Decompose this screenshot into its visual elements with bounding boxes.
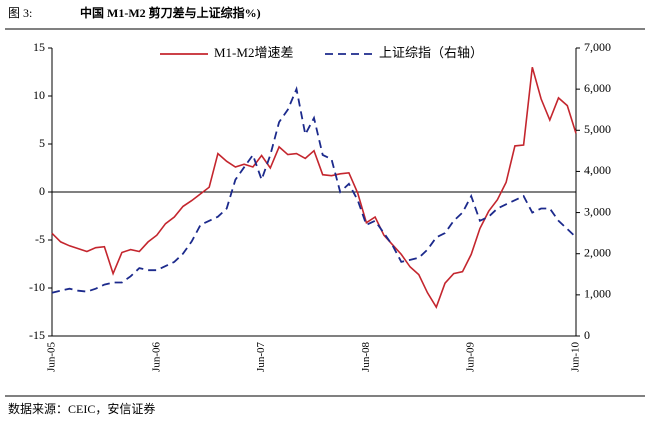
x-tick-label: Jun-10 [570, 342, 582, 372]
y-tick-label: -5 [35, 232, 45, 246]
y-tick-label: 5 [39, 136, 45, 150]
y-tick-label: -15 [29, 328, 45, 342]
y2-tick-label: 5,000 [584, 122, 611, 136]
figure-label: 图 3: [8, 6, 32, 20]
source: 数据来源：CEIC，安信证券 [8, 401, 155, 416]
y-tick-label: 0 [39, 184, 45, 198]
y-tick-label: -10 [29, 280, 45, 294]
x-tick-label: Jun-09 [465, 342, 477, 372]
legend-label: M1-M2增速差 [214, 45, 293, 60]
y2-tick-label: 2,000 [584, 245, 611, 259]
y-tick-label: 10 [33, 88, 45, 102]
chart-title: 中国 M1-M2 剪刀差与上证综指%) [80, 5, 261, 20]
x-tick-label: Jun-05 [46, 342, 58, 372]
x-tick-label: Jun-07 [255, 342, 267, 372]
legend-label: 上证综指（右轴） [379, 45, 483, 60]
series-line [51, 66, 577, 310]
y2-tick-label: 6,000 [584, 81, 611, 95]
series-line [51, 86, 577, 294]
y2-tick-label: 3,000 [584, 204, 611, 218]
y-tick-label: 15 [33, 40, 45, 54]
y2-tick-label: 0 [584, 328, 590, 342]
y2-tick-label: 7,000 [584, 40, 611, 54]
x-tick-label: Jun-06 [150, 342, 162, 372]
x-tick-label: Jun-08 [360, 342, 372, 372]
y2-tick-label: 1,000 [584, 287, 611, 301]
y2-tick-label: 4,000 [584, 163, 611, 177]
